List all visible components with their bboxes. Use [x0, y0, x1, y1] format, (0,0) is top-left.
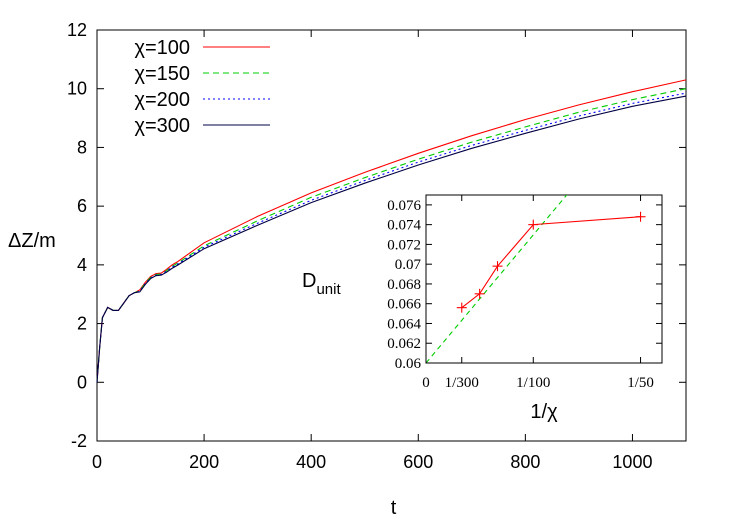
series-line-4 [96, 95, 687, 383]
inset-x-tick-label: 1/50 [627, 375, 654, 391]
x-tick-label: 800 [510, 452, 540, 472]
main-plot-frame [96, 29, 687, 442]
y-tick-label: 0 [77, 372, 87, 392]
inset-y-axis-title: Dunit [302, 270, 341, 298]
inset-y-axis-title-main: D [302, 270, 316, 292]
x-tick-label: 400 [296, 452, 326, 472]
inset-plot: 0 1/300 1/100 1/50 0.06 0.062 0.064 0.066 0.068 0… [302, 194, 663, 423]
inset-data-point [635, 211, 646, 222]
inset-y-tick-label: 0.072 [387, 237, 421, 253]
legend-label: χ=100 [134, 37, 190, 59]
inset-x-axis-title: 1/χ [530, 401, 558, 423]
inset-plot-area [426, 195, 646, 363]
y-tick-label: 8 [77, 137, 87, 157]
legend-label: χ=200 [134, 89, 190, 111]
x-axis-title: t [391, 497, 397, 519]
x-tick-label: 600 [403, 452, 433, 472]
inset-y-tick-label: 0.062 [387, 336, 421, 352]
y-tick-label: 6 [77, 196, 87, 216]
y-tick-label: -2 [71, 431, 87, 451]
inset-data-point [492, 261, 503, 272]
inset-y-axis-title-sub: unit [316, 281, 341, 298]
inset-y-tick-label: 0.064 [387, 316, 421, 332]
inset-x-tick-label: 0 [422, 375, 430, 391]
x-tick-label: 200 [189, 452, 219, 472]
y-tick-label: 12 [67, 20, 87, 40]
inset-x-tick-label: 1/300 [445, 375, 479, 391]
inset-y-tick-label: 0.06 [395, 356, 422, 372]
inset-frame [425, 194, 663, 364]
inset-fit-line [426, 195, 568, 363]
main-plot: 0 200 400 600 800 1000-2024681012tΔZ/mχ=100χ=… [8, 20, 687, 519]
x-tick-label: 1000 [612, 452, 652, 472]
inset-data-point [528, 219, 539, 230]
inset-y-tick-label: 0.066 [387, 297, 421, 313]
legend-label: χ=300 [134, 115, 190, 137]
y-axis-title: ΔZ/m [8, 230, 56, 252]
x-tick-label: 0 [92, 452, 102, 472]
legend-label: χ=150 [134, 63, 190, 85]
inset-data-point [456, 302, 467, 313]
y-tick-label: 10 [67, 79, 87, 99]
inset-y-tick-label: 0.076 [387, 198, 421, 214]
inset-y-tick-label: 0.07 [395, 257, 422, 273]
inset-y-tick-label: 0.068 [387, 277, 421, 293]
inset-y-tick-label: 0.074 [387, 218, 421, 234]
inset-x-tick-label: 1/100 [516, 375, 550, 391]
inset-data-point [474, 288, 485, 299]
y-tick-label: 4 [77, 255, 87, 275]
y-tick-label: 2 [77, 314, 87, 334]
